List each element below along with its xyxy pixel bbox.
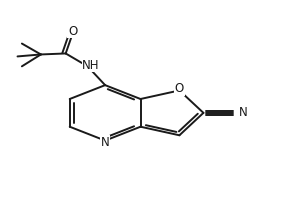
Text: N: N (239, 106, 247, 119)
Text: NH: NH (82, 59, 100, 72)
Text: N: N (101, 136, 110, 149)
Text: O: O (68, 25, 77, 38)
Text: O: O (175, 82, 184, 95)
